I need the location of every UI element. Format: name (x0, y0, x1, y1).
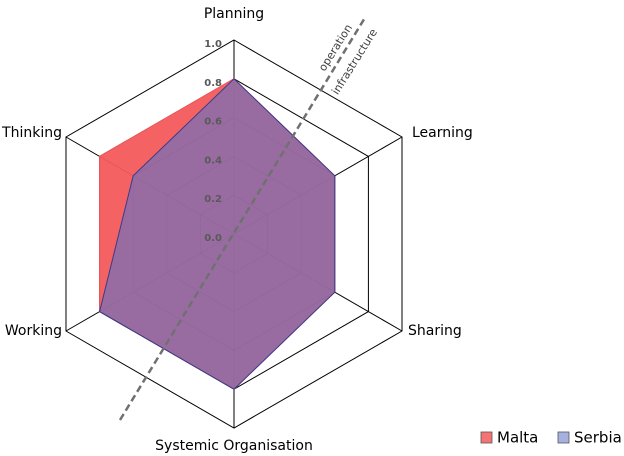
legend-label: Malta (497, 429, 538, 447)
category-label: Sharing (408, 323, 462, 339)
legend-swatch (480, 431, 493, 444)
divider-line (118, 15, 368, 421)
r-tick-label: 0.4 (204, 155, 222, 166)
legend-label: Serbia (574, 429, 622, 447)
category-label: Systemic Organisation (155, 438, 313, 454)
category-label: Learning (412, 125, 473, 141)
r-tick-label: 0.2 (204, 194, 222, 205)
category-label: Thinking (1, 125, 62, 141)
series-area (99, 78, 336, 390)
category-label: Working (5, 323, 62, 339)
legend-swatch (557, 431, 570, 444)
r-tick-label: 0.8 (204, 78, 222, 89)
r-tick-label: 1.0 (204, 39, 222, 50)
r-tick-label: 0.0 (204, 233, 222, 244)
category-label: Planning (204, 6, 264, 22)
r-tick-label: 0.6 (204, 117, 222, 128)
